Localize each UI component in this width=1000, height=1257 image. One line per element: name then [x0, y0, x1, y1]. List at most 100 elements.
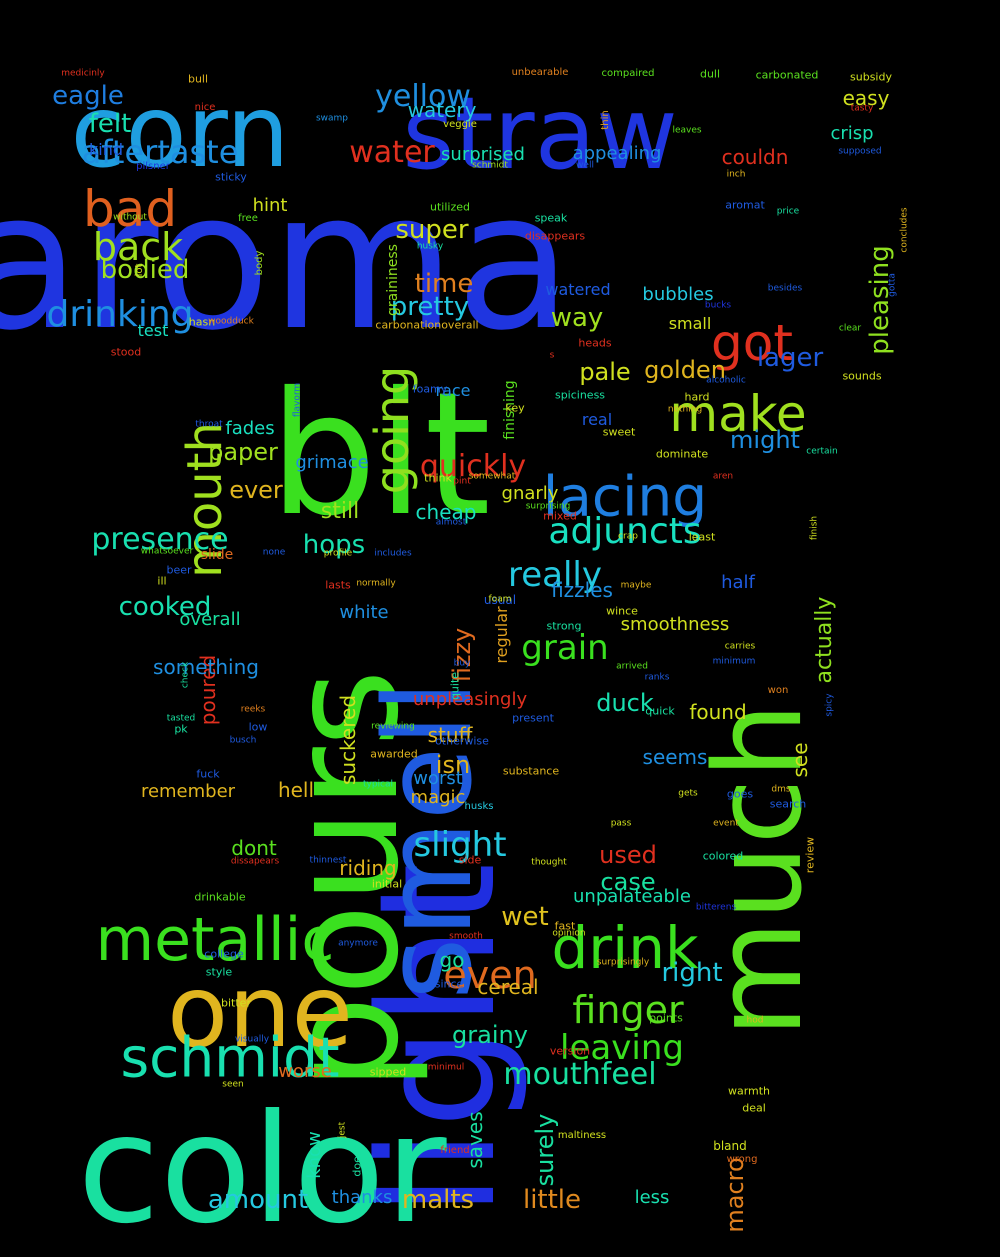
word-none: none [262, 547, 286, 558]
word-go: go [439, 948, 465, 972]
word-since: since [434, 977, 464, 991]
word-white: white [339, 602, 389, 623]
word-fades: fades [225, 418, 275, 439]
word-back: back [92, 225, 184, 269]
word-compaired: compaired [601, 68, 655, 79]
word-typical: typical [362, 779, 394, 790]
word-ever: ever [229, 476, 283, 504]
word-disappears: disappears [524, 229, 586, 243]
word-free: free [238, 213, 258, 224]
word-cooked: cooked [118, 592, 212, 622]
word-color: color [77, 1083, 447, 1257]
word-regular: regular [492, 606, 511, 664]
word-profile: profile [323, 548, 353, 559]
word-friend: friend [440, 1145, 470, 1156]
word-somewhat: somewhat [468, 471, 516, 482]
word-overall: overall [179, 609, 241, 630]
word-spiciness: spiciness [554, 388, 606, 402]
word-might: might [730, 426, 800, 454]
word-bitterens: bitterens [695, 902, 737, 913]
word-normally: normally [356, 578, 396, 589]
word-carbonated: carbonated [755, 68, 819, 82]
word-hops: hops [302, 530, 366, 560]
word-strong: strong [546, 619, 582, 633]
word-deal: deal [742, 1101, 766, 1115]
word-think: think [424, 471, 452, 485]
word-slight: slight [413, 825, 507, 865]
word-grain: grain [521, 628, 609, 668]
word-surely: surely [531, 1113, 559, 1187]
word-aren: aren [712, 471, 734, 482]
word-aroma: aroma [0, 151, 573, 372]
word-spicy: spicy [824, 693, 835, 717]
word-pretty: pretty [390, 292, 470, 322]
word-opinion: opinion [552, 928, 586, 939]
word-surprisingly: surprisingly [596, 957, 650, 968]
word-well: well [576, 160, 594, 171]
word-dms: dms [771, 784, 791, 795]
word-way: way [550, 303, 604, 333]
word-unbearable: unbearable [511, 67, 569, 78]
word-thinnest: thinnest [309, 855, 347, 866]
word-real: real [581, 410, 613, 429]
word-besides: besides [767, 283, 803, 294]
word-minimul: minimul [427, 1062, 465, 1073]
word-bitter: bitter [221, 996, 251, 1010]
word-pass: pass [610, 818, 632, 829]
word-sounds: sounds [842, 369, 882, 383]
word-side: side [458, 853, 482, 867]
word-carbonationoverall: carbonationoverall [375, 318, 479, 332]
word-corn: corn [70, 73, 290, 190]
word-arrived: arrived [616, 661, 648, 672]
word-little: little [522, 1185, 582, 1215]
word-review: review [803, 836, 817, 874]
word-medicinly: medicinly [61, 68, 105, 79]
word-adjuncts: adjuncts [548, 511, 702, 552]
word-riding: riding [339, 856, 397, 880]
word-low: low [248, 720, 268, 734]
word-husks: husks [464, 801, 494, 812]
word-college: college [204, 947, 244, 961]
word-gnarly: gnarly [501, 483, 559, 504]
word-certain: certain [806, 446, 838, 457]
word-awarded: awarded [370, 747, 418, 761]
word-presence: presence [91, 522, 229, 557]
word-maybe: maybe [620, 580, 652, 591]
word-schmidt: schmidt [120, 1025, 340, 1090]
word-beer: beer [166, 563, 192, 577]
word-almost: almost [435, 517, 467, 528]
word-paper: paper [208, 438, 278, 466]
word-dull: dull [699, 67, 721, 81]
word-something: something [153, 655, 259, 679]
word-metallic: metallic [95, 905, 335, 975]
word-time: time [414, 269, 474, 299]
word-substance: substance [502, 764, 560, 778]
word-dissapears: dissapears [230, 856, 280, 867]
word-grainy: grainy [452, 1021, 528, 1049]
word-leaving: leaving [560, 1028, 684, 1068]
word-includes: includes [374, 548, 412, 559]
word-lacing: lacing [542, 464, 708, 529]
word-aftertaste: aftertaste [81, 133, 239, 171]
word-mixed: mixed [543, 509, 577, 523]
word-wrong: wrong [726, 1154, 758, 1165]
word-bucks: bucks [704, 300, 732, 311]
word-hasn: hasn [188, 315, 216, 329]
word-check: check [180, 661, 191, 689]
word-colored: colored [702, 849, 744, 863]
word-husky: husky [416, 241, 444, 252]
word-pint: pint [453, 476, 471, 487]
word-seen: seen [222, 1079, 244, 1090]
word-straw: straw [402, 75, 678, 192]
word-clear: clear [838, 323, 862, 334]
word-unpleasingly: unpleasingly [412, 689, 528, 710]
word-stood: stood [110, 345, 142, 359]
word-right: right [661, 958, 723, 988]
word-know: know [304, 1131, 325, 1179]
word-minimum: minimum [712, 656, 756, 667]
word-bodied: bodied [100, 255, 190, 285]
word-style: style [205, 965, 233, 979]
word-drinkable: drinkable [194, 890, 246, 904]
word-still: still [320, 499, 360, 524]
